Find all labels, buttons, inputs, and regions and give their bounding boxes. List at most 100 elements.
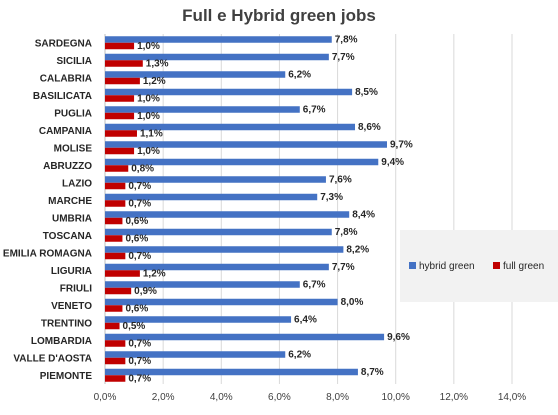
full-green-bar (105, 287, 132, 295)
data-label: 0,5% (123, 321, 146, 332)
x-tick-label: 10,0% (382, 392, 410, 403)
full-green-bar (105, 200, 126, 207)
data-label: 7,8% (335, 227, 358, 238)
data-label: 0,7% (128, 198, 151, 209)
x-tick-label: 8,0% (326, 392, 349, 403)
full-green-bar (105, 235, 123, 242)
hybrid-green-bar (105, 193, 318, 201)
data-label: 1,0% (137, 111, 160, 122)
hybrid-green-bar (105, 123, 356, 131)
category-label: LIGURIA (51, 266, 92, 277)
x-tick-label: 12,0% (440, 392, 468, 403)
x-tick-label: 6,0% (268, 392, 291, 403)
chart-title: Full e Hybrid green jobs (182, 6, 376, 25)
full-green-bar (105, 357, 126, 365)
data-label: 7,8% (335, 34, 358, 45)
data-label: 9,7% (390, 139, 413, 150)
hybrid-green-bar (105, 71, 286, 78)
category-label: VALLE D'AOSTA (13, 353, 92, 364)
data-label: 7,6% (329, 174, 352, 185)
data-label: 7,7% (332, 52, 355, 63)
data-label: 1,3% (146, 58, 169, 69)
data-label: 8,6% (358, 122, 381, 133)
full-green-bar (105, 270, 140, 277)
legend-entry: hybrid green (419, 261, 475, 272)
data-label: 1,0% (137, 146, 160, 157)
data-label: 6,7% (303, 104, 326, 115)
data-label: 7,7% (332, 262, 355, 273)
hybrid-green-bar (105, 88, 353, 96)
hybrid-green-bar (105, 333, 385, 341)
data-label: 0,6% (125, 216, 148, 227)
data-label: 0,7% (128, 356, 151, 367)
full-green-bar (105, 305, 123, 312)
hybrid-green-bar (105, 228, 332, 236)
full-green-bar (105, 340, 126, 347)
x-tick-label: 4,0% (210, 392, 233, 403)
full-green-bar (105, 42, 135, 50)
legend-box (400, 230, 558, 302)
full-green-bar (105, 147, 135, 155)
data-label: 1,0% (137, 41, 160, 52)
category-label: ABRUZZO (43, 161, 92, 172)
data-label: 0,6% (125, 233, 148, 244)
data-label: 0,6% (125, 303, 148, 314)
full-green-bar (105, 165, 129, 172)
data-label: 9,6% (387, 332, 410, 343)
full-green-bar (105, 77, 140, 85)
full-green-bar (105, 130, 137, 137)
category-label: LAZIO (62, 178, 92, 189)
hybrid-green-bar (105, 158, 379, 166)
hybrid-green-bar (105, 351, 286, 358)
hybrid-green-bar (105, 106, 300, 113)
hybrid-green-bar (105, 53, 329, 61)
data-label: 1,2% (143, 76, 166, 87)
category-label: MOLISE (54, 143, 93, 154)
data-label: 8,2% (346, 244, 369, 255)
category-label: SICILIA (56, 56, 92, 67)
hybrid-green-bar (105, 281, 300, 288)
data-label: 0,7% (128, 181, 151, 192)
hybrid-green-bar (105, 36, 332, 43)
category-label: TOSCANA (43, 231, 92, 242)
category-label: FRIULI (60, 283, 92, 294)
hybrid-green-bar (105, 316, 292, 323)
category-label: LOMBARDIA (31, 336, 92, 347)
data-label: 0,7% (128, 251, 151, 262)
x-tick-label: 2,0% (152, 392, 175, 403)
category-label: CALABRIA (40, 73, 92, 84)
legend-entry: full green (503, 261, 544, 272)
data-label: 9,4% (381, 157, 404, 168)
data-label: 7,3% (320, 192, 343, 203)
full-green-bar (105, 322, 120, 330)
data-label: 0,7% (128, 338, 151, 349)
data-label: 8,4% (352, 209, 375, 220)
data-label: 0,7% (128, 373, 151, 384)
x-tick-label: 14,0% (498, 392, 526, 403)
category-label: VENETO (51, 301, 92, 312)
hybrid-green-bar (105, 368, 358, 376)
category-label: BASILICATA (33, 91, 92, 102)
hybrid-green-bar (105, 263, 329, 271)
data-label: 1,0% (137, 93, 160, 104)
category-label: MARCHE (48, 196, 92, 207)
full-green-bar (105, 375, 126, 382)
hybrid-green-bar (105, 298, 338, 306)
full-green-bar (105, 252, 126, 260)
hybrid-green-bar (105, 141, 387, 148)
category-label: EMILIA ROMAGNA (3, 248, 92, 259)
data-label: 6,2% (288, 349, 311, 360)
full-green-bar (105, 60, 143, 67)
full-green-bar (105, 112, 135, 120)
data-label: 0,9% (134, 286, 157, 297)
legend-swatch (493, 262, 500, 269)
data-label: 6,2% (288, 69, 311, 80)
category-label: PUGLIA (54, 108, 92, 119)
category-label: PIEMONTE (40, 371, 93, 382)
legend-swatch (409, 262, 416, 269)
data-label: 8,5% (355, 87, 378, 98)
data-label: 6,7% (303, 279, 326, 290)
category-label: CAMPANIA (39, 126, 92, 137)
data-label: 1,1% (140, 128, 163, 139)
